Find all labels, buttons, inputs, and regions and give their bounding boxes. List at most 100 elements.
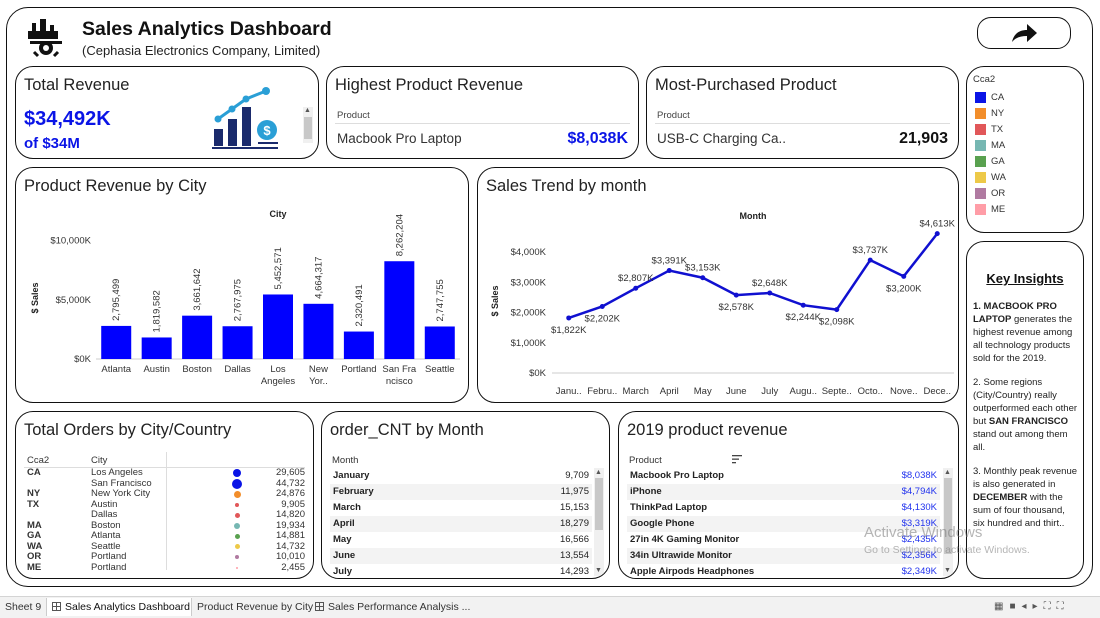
product-revenue-scrollbar[interactable]: ▲ ▼ [943,468,953,576]
share-button[interactable] [977,17,1071,49]
point-value-label: $1,822K [551,325,587,336]
orders-value: 19,934 [275,519,305,531]
fit-icon[interactable]: ⛶ [1043,601,1057,612]
sheet-tab[interactable]: Sheet 9 [0,598,46,616]
product-revenue-row[interactable]: 34in Ultrawide Monitor $2,356K [627,548,940,564]
x-tick-label: Nove.. [890,386,917,397]
order-count-title: order_CNT by Month [330,421,484,439]
legend-swatch [975,139,986,151]
product-name: 34in Ultrawide Monitor [630,550,732,561]
orders-row[interactable]: Dallas 14,820 [16,509,313,521]
product-revenue-row[interactable]: Apple Airpods Headphones $2,349K [627,564,940,578]
orders-row[interactable]: CA Los Angeles 29,605 [16,467,313,479]
point-value-label: $3,200K [886,283,922,294]
order-count-row[interactable]: March 15,153 [330,500,592,516]
orders-row[interactable]: ME Portland 2,455 [16,561,313,574]
fullscreen-icon[interactable]: ⛶ [1056,601,1070,612]
order-count-row[interactable]: May 16,566 [330,532,592,548]
key-insights-title: Key Insights [986,271,1064,286]
orders-row[interactable]: OR Portland 10,010 [16,551,313,563]
trend-point [867,257,873,263]
order-count-row[interactable]: April 18,279 [330,516,592,532]
product-value: $2,349K [901,566,937,577]
orders-row[interactable]: TX Austin 9,905 [16,499,313,511]
legend-swatch [975,187,986,199]
legend-item[interactable]: ME [975,201,1006,217]
company-logo [24,17,68,59]
legend-item[interactable]: CA [975,89,1006,105]
orders-title: Total Orders by City/Country [24,421,232,439]
city-revenue-chart: City $ Sales $10,000K $5,000K $0K 2,795,499 At… [30,209,460,387]
legend-item[interactable]: TX [975,121,1006,137]
product-revenue-row[interactable]: ThinkPad Laptop $4,130K [627,500,940,516]
product-name: Macbook Pro Laptop [630,470,724,481]
orders-row[interactable]: NY New York City 24,876 [16,488,313,500]
trend-point [834,307,840,313]
orders-dot [236,566,238,569]
sheet-tab[interactable]: Sales Analytics Dashboard [46,598,192,616]
order-count-rows: January 9,709 February 11,975 March 15,153 Apr… [330,468,592,578]
insight-1: 1. MACBOOK PRO LAPTOP generates the high… [973,301,1073,364]
product-value: $2,356K [901,550,937,561]
next-sheet-icon[interactable]: ▸ [1032,601,1044,612]
legend-item[interactable]: WA [975,169,1006,185]
dashboard-icon [315,602,324,611]
point-value-label: $2,807K [618,273,654,284]
product-revenue-row[interactable]: Macbook Pro Laptop $8,038K [627,468,940,484]
x-tick-label: Seattle [425,364,455,375]
point-value-label: $2,578K [719,302,755,313]
legend-item[interactable]: GA [975,153,1006,169]
order-count-scrollbar[interactable]: ▲ ▼ [594,468,604,576]
legend-item[interactable]: NY [975,105,1006,121]
orders-row[interactable]: MA Boston 19,934 [16,519,313,532]
grid-view-icon[interactable]: ▦ [994,601,1010,612]
activate-windows-watermark: Activate Windows Go to Settings to activ… [864,524,1030,556]
orders-value: 29,605 [275,467,305,478]
sort-icon[interactable] [732,455,742,464]
order-count-row[interactable]: July 14,293 [330,564,592,578]
product-revenue-row[interactable]: Google Phone $3,319K [627,516,940,532]
kpi-highest-product-title: Highest Product Revenue [335,76,524,94]
x-tick-label: Dallas [224,364,251,375]
y-tick-label: $3,000K [511,277,547,288]
orders-cca2: WA [27,540,43,552]
svg-text:$: $ [263,123,271,138]
product-value: $4,794K [901,486,937,497]
order-count-row[interactable]: January 9,709 [330,468,592,484]
sheet-tab[interactable]: Product Revenue by City [192,598,313,616]
orders-row[interactable]: WA Seattle 14,732 [16,540,313,553]
product-revenue-row[interactable]: 27in 4K Gaming Monitor $2,435K [627,532,940,548]
insight-3: 3. Monthly peak revenue is also generate… [973,466,1078,529]
orders-dot [235,502,239,507]
x-tick-label: Boston [182,364,212,375]
point-value-label: $3,153K [685,263,721,274]
product-name: Google Phone [630,518,695,529]
product-revenue-row[interactable]: iPhone $4,794K [627,484,940,500]
orders-dot [234,512,240,518]
trend-point [700,275,706,281]
orders-dot [233,490,241,498]
order-count-row[interactable]: February 11,975 [330,484,592,500]
point-value-label: $3,391K [652,256,688,267]
kpi-scrollbar[interactable]: ▲ [303,107,313,143]
orders-row[interactable]: San Francisco 44,732 [16,478,313,490]
bar-value-label: 3,661,642 [192,268,203,310]
orders-city: Seattle [91,540,121,552]
product-value: $4,130K [901,502,937,513]
month-trend-chart-card: Sales Trend by month Month $ Sales $4,000K… [477,167,959,403]
filmstrip-icon[interactable]: ■ [1009,601,1022,612]
sheet-tab-bar: Sheet 9 Sales Analytics Dashboard Product … [0,596,1100,618]
order-count-row[interactable]: June 13,554 [330,548,592,564]
divider [166,452,167,570]
x-tick-label: Atlanta [101,364,131,375]
orders-cca2: MA [27,519,42,531]
legend-label: CA [991,91,1005,103]
orders-col-city: City [91,455,108,466]
trend-point [566,315,572,321]
sheet-tab[interactable]: Sales Performance Analysis ... [310,598,470,616]
orders-value: 2,455 [281,561,305,573]
legend-item[interactable]: MA [975,137,1006,153]
legend-item[interactable]: OR [975,185,1006,201]
orders-row[interactable]: GA Atlanta 14,881 [16,530,313,542]
first-sheet-icon[interactable]: ◂ [1021,601,1033,612]
